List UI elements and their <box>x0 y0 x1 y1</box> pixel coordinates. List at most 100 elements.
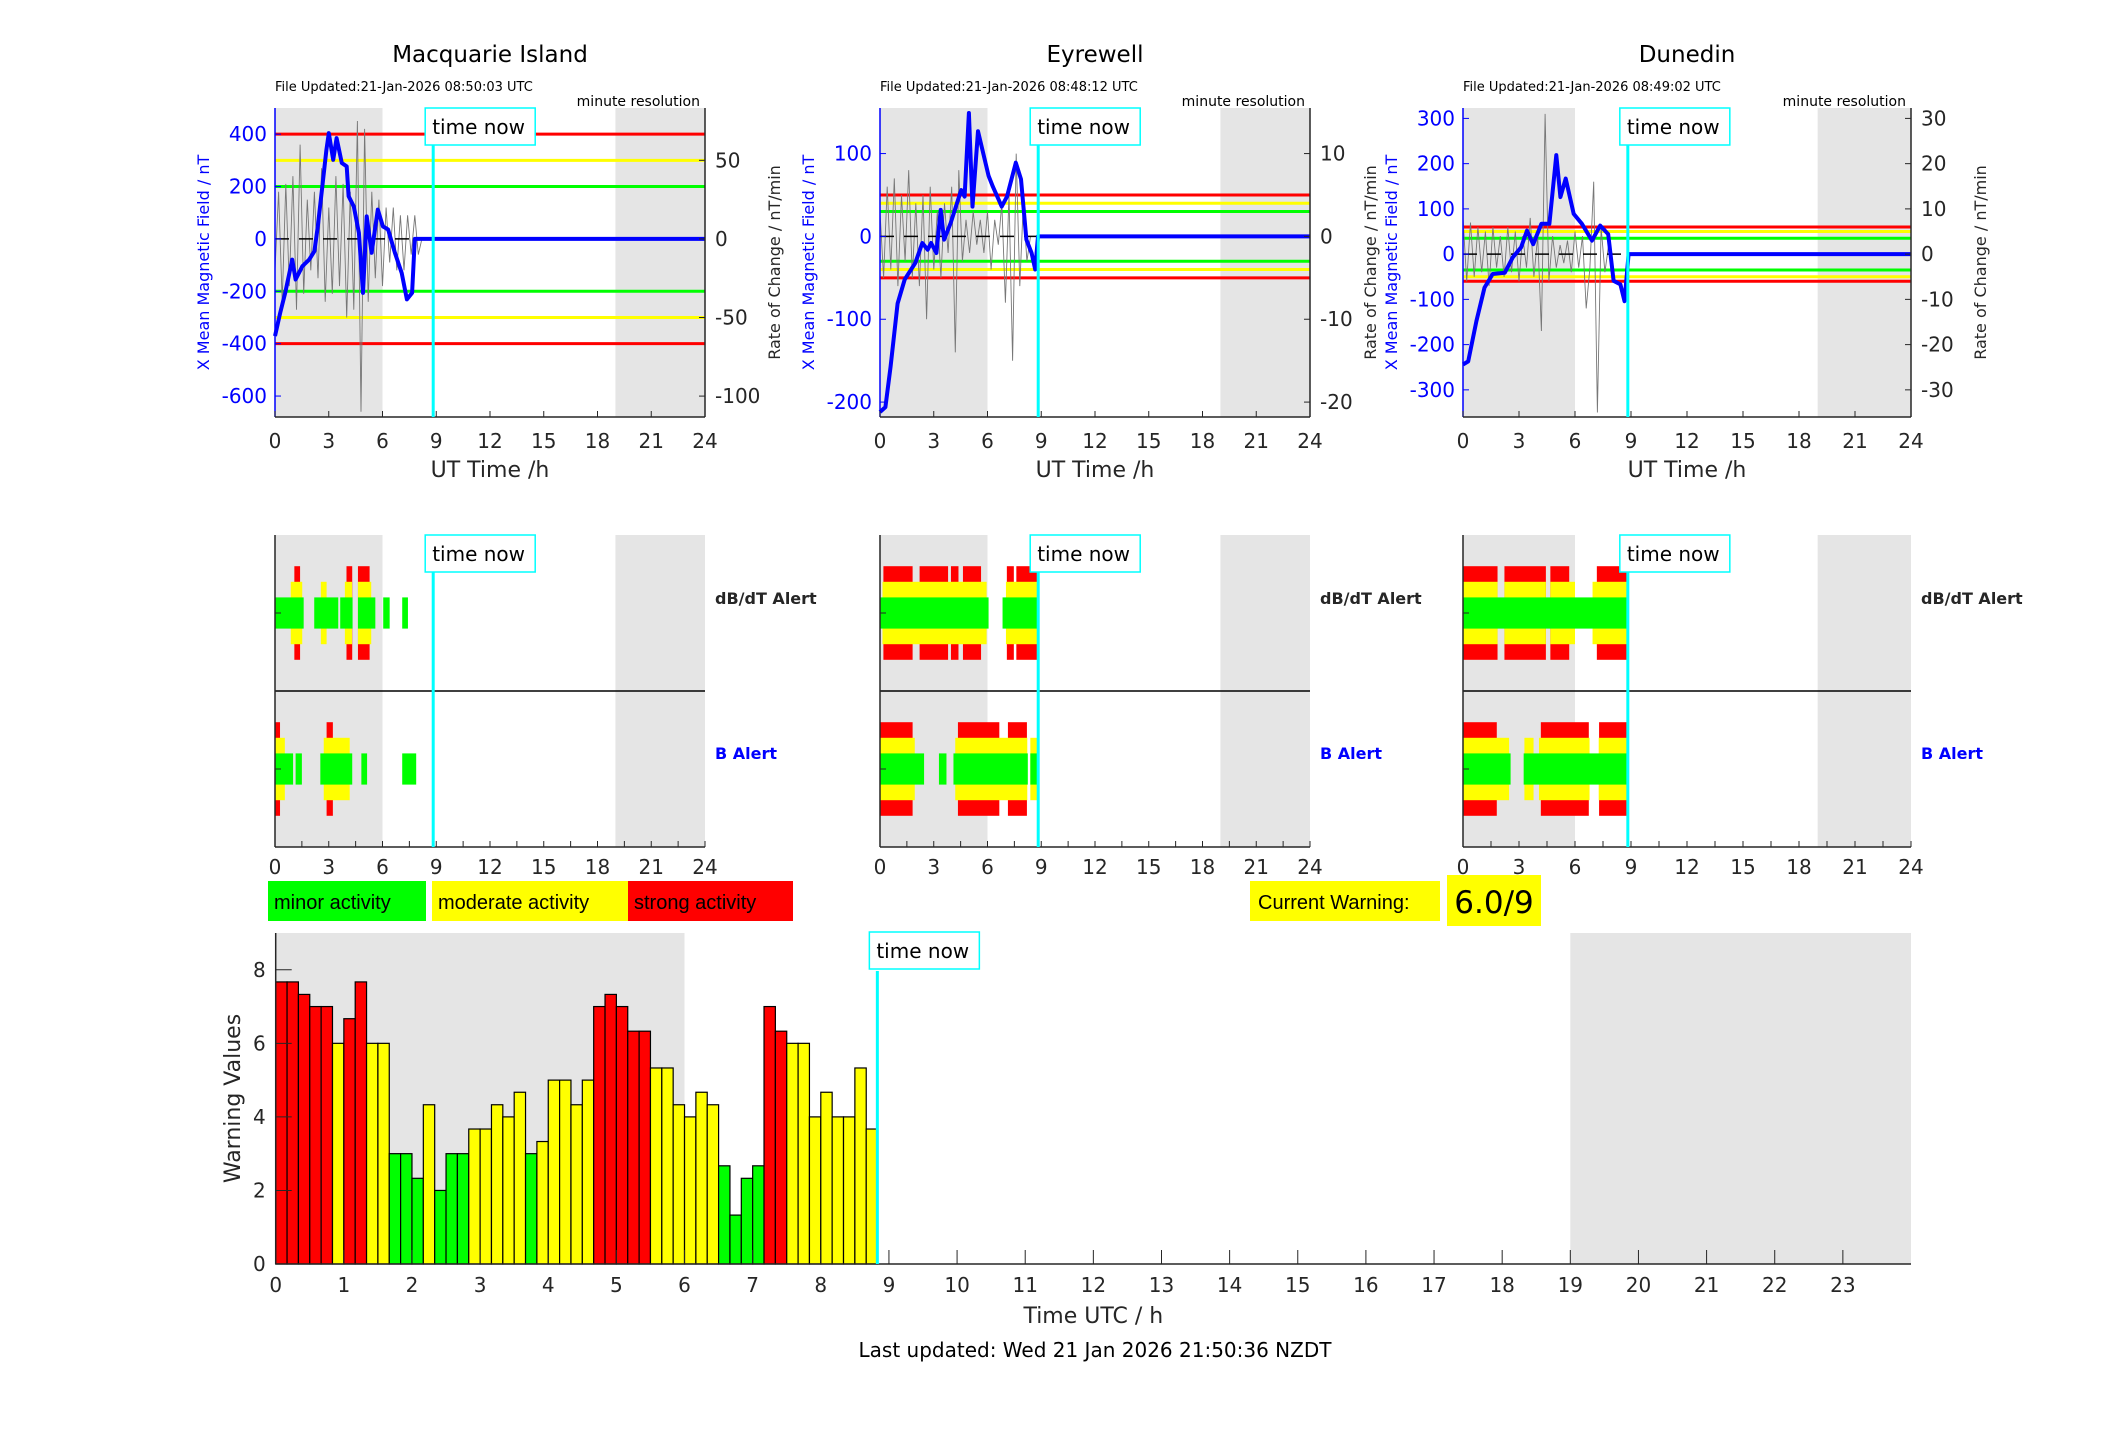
x-tick-label: 0 <box>874 855 887 879</box>
warning-bar <box>331 1042 345 1265</box>
x-tick-label: 24 <box>1297 855 1322 879</box>
x-field-trace <box>878 111 1310 414</box>
warning-bar <box>672 1104 686 1265</box>
left-tick-label: 0 <box>859 224 872 248</box>
right-tick-label: 0 <box>715 227 728 251</box>
warning-bar <box>854 1067 867 1265</box>
x-tick-label: 6 <box>376 429 389 453</box>
b-alert-green-bar <box>275 753 294 785</box>
warning-bar <box>831 1116 845 1265</box>
x-tick-label: 3 <box>322 855 335 879</box>
resolution-label: minute resolution <box>1783 94 1906 110</box>
warning-bar <box>706 1104 720 1265</box>
time-now-label: time now <box>1037 542 1130 566</box>
y-tick-label: 2 <box>253 1178 266 1202</box>
time-now-box <box>424 534 536 573</box>
dbdt-alert-green-bar <box>880 597 989 629</box>
x-tick-label: 9 <box>1035 855 1048 879</box>
dbdt-alert-label: dB/dT Alert <box>715 589 817 608</box>
warning-bar <box>434 1189 447 1265</box>
x-tick-label: 12 <box>1081 1273 1106 1297</box>
x-tick-label: 15 <box>1285 1273 1310 1297</box>
x-tick-label: 2 <box>406 1273 419 1297</box>
warning-bar <box>638 1030 652 1265</box>
b-alert-label: B Alert <box>1320 744 1382 763</box>
legend-strong-swatch <box>628 881 793 921</box>
x-tick-label: 6 <box>1569 429 1582 453</box>
x-tick-label: 7 <box>746 1273 759 1297</box>
warning-bar <box>286 981 300 1265</box>
warning-bar <box>661 1067 674 1265</box>
warning-bar <box>740 1177 754 1265</box>
x-tick-label: 18 <box>1190 855 1215 879</box>
x-tick-label: 18 <box>1190 429 1215 453</box>
warning-bar <box>513 1091 527 1265</box>
current-warning-label: Current Warning: <box>1258 892 1410 914</box>
x-tick-label: 21 <box>639 855 664 879</box>
warning-bar <box>297 993 311 1265</box>
x-field-trace <box>1461 153 1911 367</box>
x-tick-label: 12 <box>1674 429 1699 453</box>
x-tick-label: 18 <box>1786 429 1811 453</box>
x-tick-label: 9 <box>430 855 443 879</box>
warning-bar <box>593 1005 606 1265</box>
dbdt-alert-green-bar <box>340 597 353 629</box>
warning-bar <box>717 1165 731 1265</box>
y-tick-label: 8 <box>253 958 266 982</box>
right-axis-label: Rate of Change / nT/min <box>1361 165 1380 360</box>
x-tick-label: 4 <box>542 1273 555 1297</box>
time-now-label: time now <box>1627 542 1720 566</box>
warning-bar <box>763 1005 776 1265</box>
right-tick-label: 20 <box>1921 152 1946 176</box>
left-tick-label: -400 <box>222 332 267 356</box>
b-alert-green-bar <box>1523 753 1629 785</box>
x-tick-label: 21 <box>639 429 664 453</box>
right-tick-label: 10 <box>1320 142 1345 166</box>
left-tick-label: -100 <box>827 307 872 331</box>
x-tick-label: 18 <box>585 855 610 879</box>
left-tick-label: 400 <box>229 122 267 146</box>
resolution-label: minute resolution <box>577 94 700 110</box>
x-tick-label: 0 <box>1457 429 1470 453</box>
y-tick-label: 0 <box>253 1252 266 1276</box>
time-now-box <box>1619 107 1731 146</box>
x-tick-label: 0 <box>874 429 887 453</box>
x-tick-label: 1 <box>337 1273 350 1297</box>
alert-panel-macquarie-island: 0 3 6 9 12 15 18 21 24 dB/dT Alert B Alert time now <box>269 534 817 879</box>
x-tick-label: 6 <box>981 429 994 453</box>
x-tick-label: 10 <box>944 1273 969 1297</box>
warning-bar <box>695 1091 708 1265</box>
x-tick-label: 21 <box>1842 429 1867 453</box>
x-field-trace <box>273 131 705 337</box>
left-axis-label: X Mean Magnetic Field / nT <box>194 155 213 371</box>
current-warning-value: 6.0/9 <box>1454 885 1533 921</box>
warning-bar <box>808 1116 822 1265</box>
dbdt-alert-green-bar <box>357 597 376 629</box>
warning-bar <box>343 1018 356 1265</box>
warning-bar <box>479 1128 493 1265</box>
x-tick-label: 9 <box>430 429 443 453</box>
last-updated: Last updated: Wed 21 Jan 2026 21:50:36 N… <box>859 1338 1333 1362</box>
x-axis-label: UT Time /h <box>1628 458 1747 483</box>
b-alert-green-bar <box>953 753 1028 785</box>
x-tick-label: 21 <box>1244 855 1269 879</box>
x-tick-label: 15 <box>1136 429 1161 453</box>
warning-bar <box>752 1165 765 1265</box>
x-axis-label: UT Time /h <box>1036 458 1155 483</box>
b-alert-label: B Alert <box>1921 744 1983 763</box>
x-tick-label: 18 <box>1786 855 1811 879</box>
x-tick-label: 20 <box>1626 1273 1651 1297</box>
x-tick-label: 19 <box>1558 1273 1583 1297</box>
magnetometer-panels: Macquarie Island File Updated:21-Jan-2026… <box>194 42 1990 483</box>
warning-bar <box>400 1153 413 1265</box>
warning-bar <box>842 1116 856 1265</box>
alert-panels: 0 3 6 9 12 15 18 21 24 dB/dT Alert B Alert time now… <box>269 534 2023 879</box>
time-now-box <box>1029 534 1141 573</box>
right-tick-label: -100 <box>715 384 760 408</box>
warning-bar <box>309 1005 322 1265</box>
x-tick-label: 18 <box>1489 1273 1514 1297</box>
time-now-label: time now <box>1627 115 1720 139</box>
x-tick-label: 6 <box>678 1273 691 1297</box>
right-axis-label: Rate of Change / nT/min <box>765 165 784 360</box>
